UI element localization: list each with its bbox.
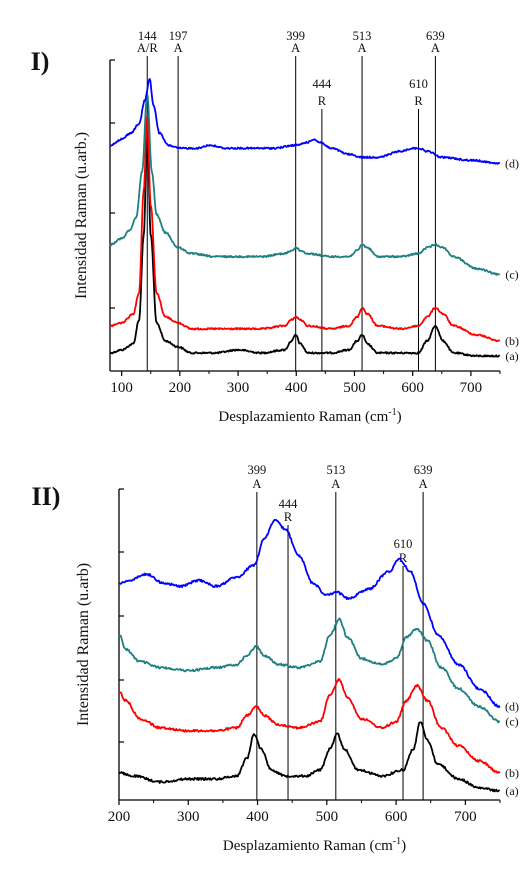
marker-value-label: 610 [409, 77, 428, 91]
series-line [118, 721, 501, 793]
marker-value-label: 197 [169, 29, 188, 43]
series-line [109, 130, 501, 358]
x-tick-label: 700 [460, 380, 483, 396]
x-tick-label: 300 [227, 380, 250, 396]
marker-phase-label: A [291, 41, 300, 55]
series-label: (b) [505, 334, 519, 348]
series-line [118, 518, 501, 709]
panel-label: II) [32, 482, 61, 511]
x-tick-label: 200 [169, 380, 192, 396]
x-tick-label: 100 [110, 380, 133, 396]
x-tick-label: 300 [177, 809, 200, 825]
y-axis-label: Intensidad Raman (u.arb.) [73, 132, 90, 299]
marker-phase-label: A [431, 41, 440, 55]
marker-phase-label: R [318, 94, 327, 108]
marker-value-label: 399 [247, 463, 266, 477]
marker-value-label: 639 [426, 29, 445, 43]
series-line [118, 678, 501, 774]
x-tick-label: 200 [108, 809, 131, 825]
y-axis-label: Intensidad Raman (u.arb) [75, 563, 92, 726]
marker-value-label: 513 [326, 463, 345, 477]
x-tick-label: 500 [343, 380, 366, 396]
x-axis-label: Desplazamiento Raman (cm-1) [223, 836, 406, 854]
x-tick-label: 500 [316, 809, 339, 825]
series-label: (c) [505, 268, 518, 282]
marker-phase-label: A [252, 477, 261, 491]
marker-phase-label: R [414, 94, 423, 108]
marker-phase-label: R [284, 510, 293, 524]
marker-value-label: 144 [138, 29, 158, 43]
marker-value-label: 444 [313, 77, 333, 91]
series-label: (a) [505, 784, 518, 798]
marker-phase-label: A/R [137, 41, 159, 55]
marker-phase-label: A [331, 477, 340, 491]
series-line [109, 92, 501, 276]
marker-phase-label: R [399, 551, 408, 565]
x-tick-label: 600 [385, 809, 408, 825]
series-label: (b) [505, 766, 519, 780]
series-line [109, 115, 501, 343]
x-tick-label: 700 [454, 809, 477, 825]
x-tick-label: 400 [246, 809, 269, 825]
x-tick-label: 600 [401, 380, 424, 396]
series-label: (d) [505, 156, 519, 170]
panel-label: I) [31, 47, 50, 76]
marker-value-label: 610 [394, 537, 413, 551]
x-axis-label: Desplazamiento Raman (cm-1) [218, 407, 401, 425]
series-label: (c) [505, 715, 518, 729]
series-label: (a) [505, 349, 518, 363]
marker-value-label: 639 [414, 463, 433, 477]
x-tick-label: 400 [285, 380, 308, 396]
marker-phase-label: A [174, 41, 183, 55]
marker-value-label: 444 [279, 497, 299, 511]
marker-value-label: 399 [286, 29, 305, 43]
series-label: (d) [505, 700, 519, 714]
marker-phase-label: A [358, 41, 367, 55]
marker-phase-label: A [419, 477, 428, 491]
marker-value-label: 513 [353, 29, 372, 43]
series-line [118, 617, 501, 724]
series-line [109, 78, 501, 165]
